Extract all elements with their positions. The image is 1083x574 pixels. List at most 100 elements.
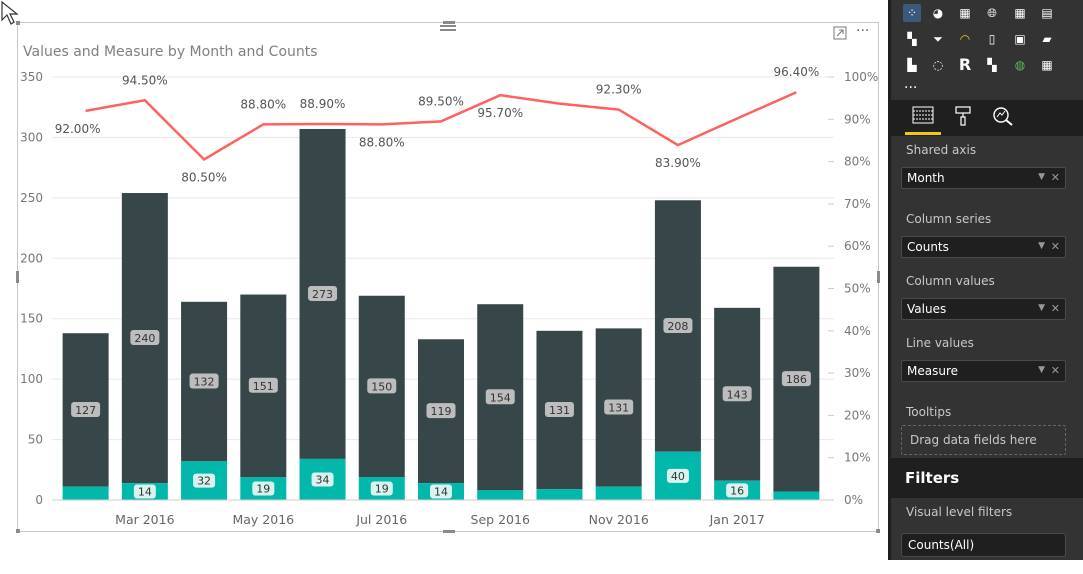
globe-map-icon[interactable]: 🌐︎ [987, 6, 997, 20]
data-label: 131 [608, 402, 629, 415]
resize-handle-bottom[interactable] [443, 530, 455, 533]
y-right-tick-label: 0% [844, 493, 863, 507]
analytics-tab[interactable] [989, 106, 1017, 132]
mouse-cursor-icon [1, 0, 19, 25]
data-label-bg [252, 481, 275, 496]
table-icon[interactable]: ▦ [1014, 6, 1026, 20]
data-label-bg [370, 481, 393, 496]
line-data-label: 89.50% [418, 94, 464, 108]
resize-handle-left[interactable] [16, 271, 19, 283]
analytics-icon [993, 107, 1013, 126]
focus-mode-icon[interactable] [833, 26, 847, 40]
shared-axis-well[interactable]: Month ▼ ✕ [901, 167, 1066, 189]
data-label: 14 [434, 486, 448, 499]
multi-row-card-icon[interactable]: ▣ [1014, 32, 1026, 46]
chevron-down-icon[interactable]: ▼ [1038, 365, 1045, 375]
chevron-down-icon[interactable]: ▼ [1038, 172, 1045, 182]
data-label: 34 [316, 473, 330, 486]
filled-map-icon[interactable]: ▚ [907, 32, 917, 46]
remove-field-icon[interactable]: ✕ [1050, 364, 1060, 377]
data-label-bg [193, 473, 216, 488]
custom-visual-icon[interactable]: ▦ [1041, 58, 1053, 72]
filter-card-counts[interactable]: Counts(All) [901, 533, 1066, 557]
line-data-label: 88.90% [300, 97, 346, 111]
y-right-tick-label: 80% [844, 155, 871, 169]
column-values-field: Values [907, 302, 947, 316]
y-right-tick-label: 20% [844, 408, 871, 422]
column-values-label: Column values [906, 274, 995, 288]
y-left-tick-label: 50 [28, 433, 43, 447]
data-label: 151 [253, 380, 274, 393]
resize-handle-corner[interactable] [16, 21, 20, 25]
matrix-icon[interactable]: ▤ [1041, 6, 1053, 20]
chevron-down-icon[interactable]: ▼ [1038, 303, 1045, 313]
shape-map-icon[interactable]: ▚ [987, 58, 997, 72]
y-left-tick-label: 100 [20, 372, 43, 386]
data-label-bg [189, 373, 219, 389]
pie-chart-icon[interactable]: ◕ [932, 6, 944, 20]
resize-handle-corner[interactable] [876, 529, 880, 533]
chart-plot: 0 50 100 150 200 250 300 350 0% 10% 20% 30% 40% 50% 60… [20, 65, 878, 527]
more-options-button[interactable]: ··· [856, 23, 870, 39]
data-label-bg [133, 484, 156, 499]
tooltips-placeholder: Drag data fields here [910, 433, 1037, 447]
scatter-chart-icon[interactable]: ⁘ [903, 4, 921, 22]
line-values-label: Line values [906, 336, 974, 350]
filters-title: Filters [905, 469, 960, 487]
drag-grip-icon[interactable] [440, 25, 456, 33]
data-label: 127 [75, 404, 96, 417]
line-values-well[interactable]: Measure ▼ ✕ [901, 360, 1066, 382]
y-right-tick-label: 50% [844, 282, 871, 296]
resize-handle-right[interactable] [877, 271, 880, 283]
y-right-tick-label: 60% [844, 239, 871, 253]
data-label-bg [726, 483, 749, 498]
data-label-bg [666, 468, 689, 483]
filters-header: Filters [891, 458, 1083, 498]
column-series-well[interactable]: Counts ▼ ✕ [901, 236, 1066, 258]
card-icon[interactable]: ▯ [988, 32, 996, 46]
bar-segment-bottom [62, 486, 109, 500]
line-data-label: 92.00% [55, 122, 101, 136]
data-label-bg [426, 403, 456, 419]
resize-handle-corner[interactable] [16, 529, 20, 533]
funnel-icon[interactable]: ⏷ [933, 32, 943, 46]
arcgis-map-icon[interactable]: ◍ [1014, 58, 1026, 72]
tooltips-drop-zone[interactable]: Drag data fields here [901, 425, 1066, 455]
gauge-icon[interactable]: ◠ [959, 32, 971, 46]
remove-field-icon[interactable]: ✕ [1050, 302, 1060, 315]
data-label-bg [604, 399, 634, 415]
kpi-icon[interactable]: ▰ [1042, 32, 1052, 46]
resize-handle-top[interactable] [443, 21, 455, 24]
remove-field-icon[interactable]: ✕ [1050, 240, 1060, 253]
data-label-bg [430, 484, 452, 499]
x-tick-label: Sep 2016 [471, 512, 530, 527]
column-values-well[interactable]: Values ▼ ✕ [901, 298, 1066, 320]
y-right-tick-label: 70% [844, 197, 871, 211]
data-label: 32 [197, 475, 211, 488]
visualizations-pane: ⁘ ◕ ▦ 🌐︎ ▦ ▤ ▚ ⏷ ◠ ▯ ▣ ▰ ▙ ◌ R ▚ ◍ ▦ ... [888, 0, 1083, 560]
shared-axis-field: Month [907, 171, 945, 185]
y-right-tick-label: 90% [844, 112, 871, 126]
column-series-label: Column series [906, 212, 992, 226]
data-label: 150 [371, 380, 392, 393]
y-left-tick-label: 250 [20, 191, 43, 205]
slicer-icon[interactable]: ▙ [907, 58, 917, 72]
r-script-visual-icon[interactable]: R [958, 55, 972, 74]
chevron-down-icon[interactable]: ▼ [1038, 241, 1045, 251]
x-tick-label: Jul 2016 [355, 512, 407, 527]
data-label: 19 [256, 483, 270, 496]
active-tab-indicator [905, 132, 941, 135]
remove-field-icon[interactable]: ✕ [1050, 171, 1060, 184]
more-visuals-button[interactable]: ... [904, 76, 918, 92]
x-tick-label: May 2016 [232, 512, 294, 527]
y-right-tick-label: 10% [844, 451, 871, 465]
format-tab[interactable] [949, 106, 977, 132]
data-label-bg [308, 285, 338, 301]
y-right-tick-label: 30% [844, 366, 871, 380]
line-series [85, 91, 797, 162]
fields-tab[interactable] [909, 106, 937, 132]
y-right-tick-label: 40% [844, 324, 871, 338]
donut-chart-icon[interactable]: ◌ [932, 58, 944, 72]
treemap-icon[interactable]: ▦ [959, 6, 971, 20]
